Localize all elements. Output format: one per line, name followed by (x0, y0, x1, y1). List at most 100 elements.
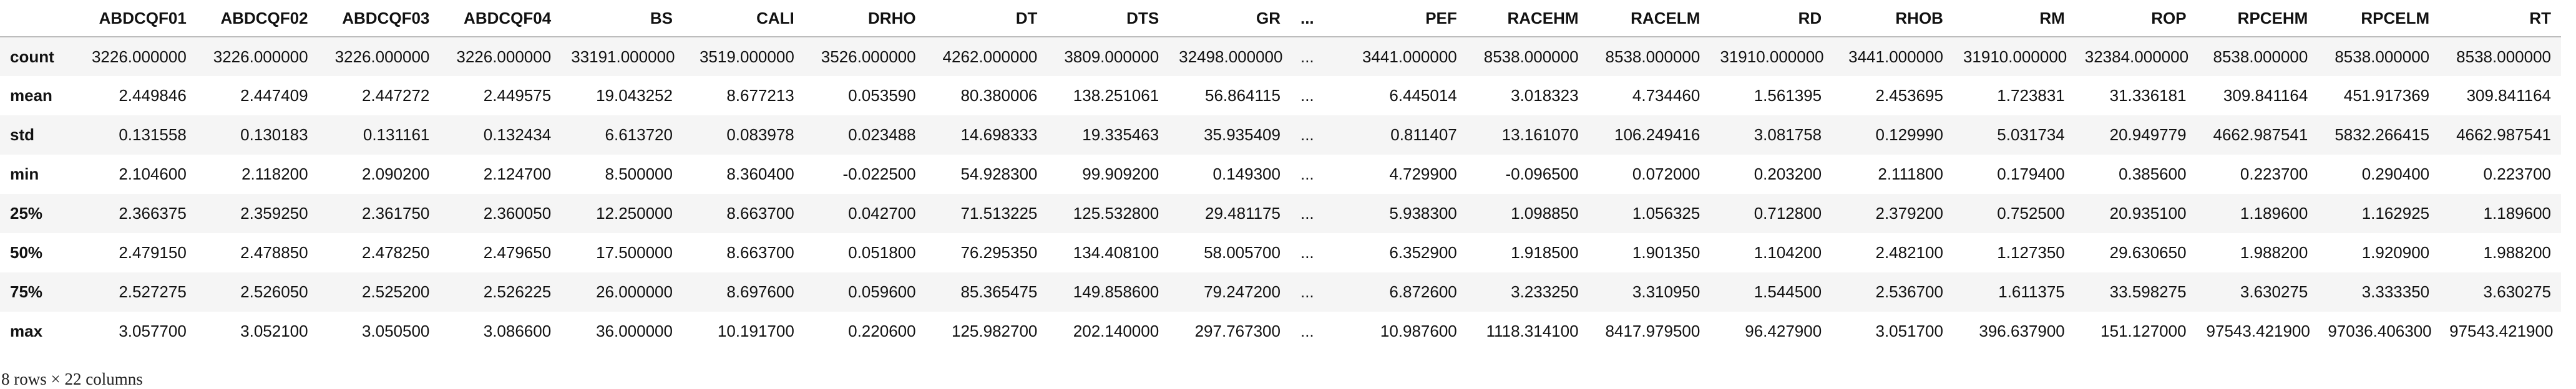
table-cell: 8.697600 (726, 282, 794, 301)
table-cell: 32498.000000 (1179, 47, 1283, 66)
column-header-dt: DT (925, 0, 1048, 37)
table-cell: 6.352900 (1389, 243, 1457, 262)
table-cell: 3.333350 (2361, 282, 2430, 301)
table-cell: 2.104600 (119, 165, 187, 183)
table-cell: 2.359250 (240, 204, 308, 223)
table-cell: 0.179400 (1997, 165, 2065, 183)
table-cell: 1.104200 (1754, 243, 1822, 262)
column-header-rhob: RHOB (1832, 0, 1953, 37)
table-cell: 2.447409 (240, 86, 308, 105)
table-cell: 1.988200 (2240, 243, 2308, 262)
table-cell: 54.928300 (960, 165, 1038, 183)
table-cell: 0.129990 (1875, 125, 1943, 144)
table-cell: 396.637900 (1979, 322, 2065, 340)
table-cell: 0.811407 (1390, 125, 1457, 144)
table-cell: 17.500000 (596, 243, 673, 262)
table-cell: 1.988200 (2483, 243, 2551, 262)
table-cell: 1118.314100 (1486, 322, 1579, 340)
table-cell: 8.663700 (726, 243, 794, 262)
table-cell: 138.251061 (1073, 86, 1159, 105)
table-cell: 29.481175 (1204, 204, 1281, 223)
table-cell: 12.250000 (596, 204, 673, 223)
table-cell: 8538.000000 (1483, 47, 1579, 66)
table-cell: 33191.000000 (571, 47, 675, 66)
table-cell: 2.478850 (240, 243, 308, 262)
table-cell: 1.189600 (2240, 204, 2308, 223)
table-cell: 2.447272 (361, 86, 430, 105)
column-header-abdcqf04: ABDCQF04 (439, 0, 562, 37)
table-cell: 31910.000000 (1720, 47, 1824, 66)
table-cell: 0.203200 (1754, 165, 1822, 183)
row-index-label: max (10, 322, 43, 340)
table-cell: 3226.000000 (91, 47, 187, 66)
table-cell: 0.131558 (119, 125, 187, 144)
table-cell: 0.059600 (848, 282, 916, 301)
table-row: mean 2.449846 2.447409 2.447272 2.449575 19.0… (0, 76, 2561, 115)
table-row: count 3226.000000 3226.000000 3226.000000 32… (0, 37, 2561, 76)
table-cell: 3809.000000 (1064, 47, 1159, 66)
table-cell: 2.482100 (1875, 243, 1943, 262)
table-cell: 0.712800 (1754, 204, 1822, 223)
table-cell: 2.449846 (119, 86, 187, 105)
table-cell: 4262.000000 (942, 47, 1038, 66)
row-index-label: 75% (10, 282, 43, 301)
table-cell: 0.072000 (1632, 165, 1700, 183)
column-header-racelm: RACELM (1588, 0, 1710, 37)
table-cell: 26.000000 (596, 282, 673, 301)
row-index-label: mean (10, 86, 52, 105)
column-header-rpcehm: RPCEHM (2196, 0, 2318, 37)
table-cell: 79.247200 (1204, 282, 1281, 301)
table-cell: 97036.406300 (2328, 322, 2432, 340)
table-cell: 3.051700 (1875, 322, 1943, 340)
table-cell: 2.526225 (483, 282, 552, 301)
table-cell: 8.663700 (726, 204, 794, 223)
table-cell: 14.698333 (960, 125, 1038, 144)
table-cell: 10.987600 (1380, 322, 1457, 340)
table-cell: 20.949779 (2109, 125, 2187, 144)
table-cell: 29.630650 (2109, 243, 2187, 262)
table-cell: ... (1300, 47, 1314, 66)
table-cell: 2.449575 (483, 86, 552, 105)
table-cell: 3.050500 (361, 322, 430, 340)
column-header-drho: DRHO (804, 0, 926, 37)
column-header-rd: RD (1710, 0, 1832, 37)
table-cell: 1.127350 (1997, 243, 2065, 262)
table-cell: 125.532800 (1073, 204, 1159, 223)
table-cell: ... (1300, 165, 1314, 183)
table-cell: 3.086600 (483, 322, 552, 340)
table-cell: 8.360400 (726, 165, 794, 183)
table-cell: 56.864115 (1204, 86, 1281, 105)
table-cell: 36.000000 (596, 322, 673, 340)
table-cell: 3.052100 (240, 322, 308, 340)
index-corner-cell (0, 0, 75, 37)
table-cell: 1.901350 (1632, 243, 1700, 262)
table-cell: 3.081758 (1754, 125, 1822, 144)
table-cell: 97543.421900 (2449, 322, 2554, 340)
table-cell: 451.917369 (2343, 86, 2430, 105)
table-cell: 1.918500 (1511, 243, 1579, 262)
table-row: 75% 2.527275 2.526050 2.525200 2.526225 26.00… (0, 272, 2561, 312)
table-cell: 2.479150 (119, 243, 187, 262)
table-cell: 2.366375 (119, 204, 187, 223)
table-cell: 19.335463 (1082, 125, 1159, 144)
table-cell: 2.118200 (242, 165, 308, 183)
table-cell: 5.938300 (1389, 204, 1457, 223)
table-cell: 2.527275 (119, 282, 187, 301)
table-cell: 3.630275 (2240, 282, 2308, 301)
table-cell: ... (1300, 86, 1314, 105)
column-header-racehm: RACEHM (1466, 0, 1589, 37)
table-cell: 3.018323 (1511, 86, 1579, 105)
row-index-label: std (10, 125, 34, 144)
table-cell: 202.140000 (1073, 322, 1159, 340)
table-row: 50% 2.479150 2.478850 2.478250 2.479650 17.50… (0, 233, 2561, 272)
table-cell: 3441.000000 (1848, 47, 1943, 66)
table-cell: 3226.000000 (213, 47, 308, 66)
table-cell: ... (1300, 282, 1314, 301)
table-cell: 106.249416 (1614, 125, 1700, 144)
table-cell: ... (1300, 243, 1314, 262)
column-header-rpcelm: RPCELM (2318, 0, 2440, 37)
table-cell: 6.613720 (605, 125, 673, 144)
table-cell: 0.131161 (363, 125, 430, 144)
table-cell: 6.872600 (1389, 282, 1457, 301)
column-header-bs: BS (561, 0, 683, 37)
